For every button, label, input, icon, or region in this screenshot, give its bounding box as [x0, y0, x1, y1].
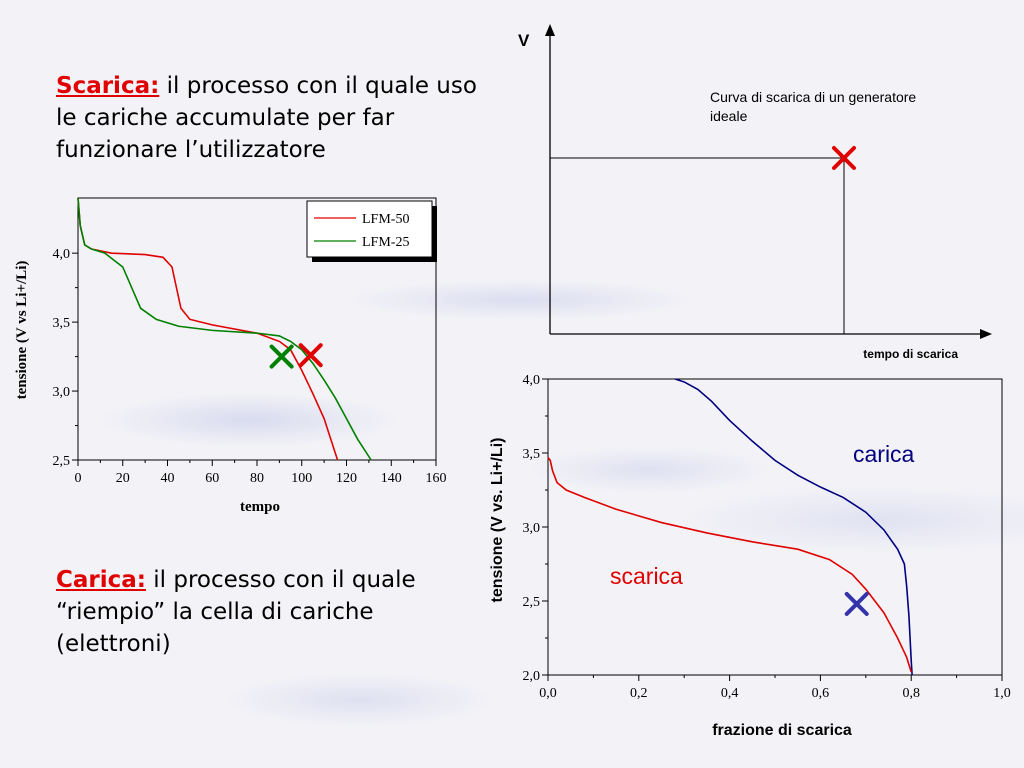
- chart1-xlabel: tempo: [240, 499, 280, 515]
- chart2-x-arrow: [980, 329, 992, 339]
- x-marker-1: [298, 343, 323, 368]
- chart1-ylabel: tensione (V vs Li+/Li): [14, 261, 30, 400]
- chart2-annotation: Curva di scarica di un generatore ideale: [710, 89, 917, 124]
- series-line-carica: [674, 378, 913, 676]
- y-tick-label: 2,0: [523, 669, 541, 684]
- x-tick-label: 160: [426, 471, 447, 486]
- carica-definition: Carica: il processo con il quale “riempi…: [56, 564, 416, 660]
- x-tick-label: 100: [291, 471, 312, 486]
- ideal-x-marker-0: [832, 146, 856, 170]
- chart2-xlabel: tempo di scarica: [863, 347, 958, 361]
- x-tick-label: 120: [336, 471, 357, 486]
- x-marker-0: [844, 591, 869, 616]
- scarica-definition: Scarica: il processo con il quale uso le…: [56, 70, 496, 166]
- series-line-LFM-50: [77, 197, 339, 461]
- legend-label-lfm25: LFM-25: [362, 235, 409, 250]
- y-tick-label: 3,0: [53, 385, 71, 400]
- x-tick-label: 1,0: [993, 686, 1011, 701]
- chart2-ylabel: V: [518, 31, 530, 50]
- scarica-keyword: Scarica:: [56, 73, 160, 99]
- x-marker-0: [269, 344, 294, 369]
- ideal-discharge-line: [550, 157, 845, 334]
- chart3-xlabel: frazione di scarica: [712, 722, 852, 739]
- legend-label-lfm50: LFM-50: [362, 212, 409, 227]
- x-tick-label: 140: [381, 471, 402, 486]
- chart2-y-arrow: [545, 24, 555, 36]
- x-tick-label: 40: [161, 471, 175, 486]
- x-tick-label: 60: [205, 471, 219, 486]
- chart3-ylabel: tensione (V vs. Li+/Li): [489, 438, 506, 603]
- x-tick-label: 0,8: [902, 686, 920, 701]
- x-tick-label: 0,4: [721, 686, 739, 701]
- y-tick-label: 3,5: [523, 447, 541, 462]
- y-tick-label: 2,5: [523, 595, 541, 610]
- x-tick-label: 0,0: [539, 686, 557, 701]
- series-label-carica: carica: [853, 441, 915, 467]
- chart1-legend: [306, 200, 433, 258]
- chart-frazione-scarica: 0,0 0,2 0,4 0,6 0,8 1,0 2,0 2,5 3,0 3,5 4,0 carica…: [489, 373, 1011, 739]
- scarica-body: il processo con il quale uso le cariche …: [56, 73, 477, 163]
- carica-body: il processo con il quale “riempio” la ce…: [56, 567, 416, 657]
- chart-generatore-ideale: V tempo di scarica Curva di scarica di u…: [518, 24, 992, 361]
- series-line-scarica: [547, 456, 912, 673]
- x-tick-label: 80: [250, 471, 264, 486]
- y-tick-label: 2,5: [53, 454, 71, 469]
- x-tick-label: 0: [75, 471, 82, 486]
- x-tick-label: 0,6: [812, 686, 830, 701]
- y-tick-label: 4,0: [523, 373, 541, 388]
- y-tick-label: 4,0: [53, 247, 71, 262]
- x-tick-label: 20: [116, 471, 130, 486]
- chart-tensione-tempo: 0 20 40 60 80 100 120 140 160 2,5 3,0 3,5 4,0 LFM-50…: [14, 197, 447, 515]
- carica-keyword: Carica:: [56, 567, 146, 593]
- x-tick-label: 0,2: [630, 686, 648, 701]
- series-line-LFM-25: [77, 197, 372, 461]
- y-tick-label: 3,5: [53, 316, 71, 331]
- y-tick-label: 3,0: [523, 521, 541, 536]
- series-label-scarica: scarica: [610, 563, 683, 589]
- chart3-plot-area: [547, 378, 1003, 676]
